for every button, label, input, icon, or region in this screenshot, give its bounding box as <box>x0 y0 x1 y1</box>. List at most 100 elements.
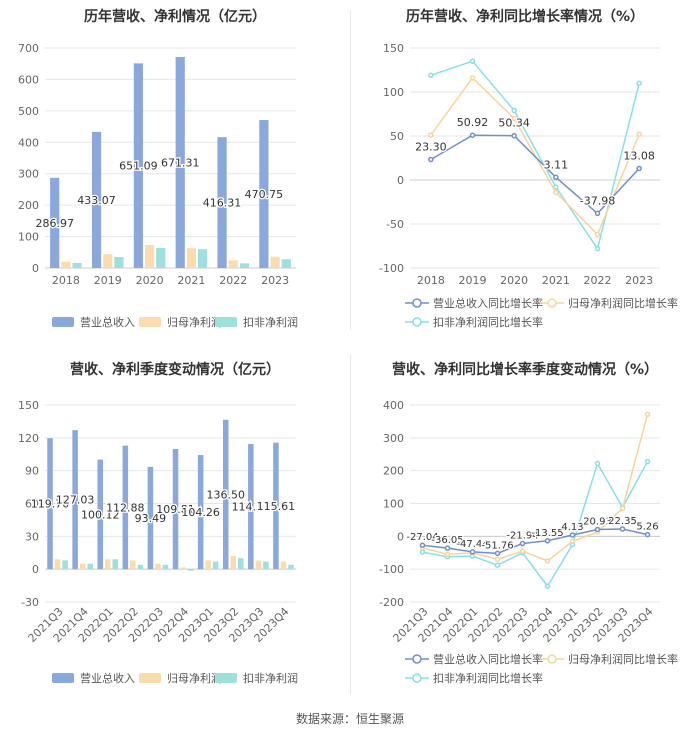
series-point-1 <box>644 411 651 417</box>
series-line-2 <box>430 60 640 251</box>
series-point-2 <box>511 107 517 114</box>
bar-deducted-profit <box>62 560 68 570</box>
legend-label: 归母净利润同比增长率 <box>568 652 678 666</box>
bar-revenue <box>172 448 179 570</box>
x-tick-label: 2021 <box>177 274 205 287</box>
legend-label: 营业总收入 <box>80 671 135 685</box>
x-tick-label: 2019 <box>459 274 487 287</box>
series-point-2 <box>494 562 501 568</box>
series-point-2 <box>428 72 434 79</box>
series-line-0 <box>430 134 640 215</box>
x-tick-label: 2019 <box>94 274 122 287</box>
data-label: -36.05 <box>431 535 463 546</box>
data-label: 112.88 <box>106 501 145 514</box>
legend-swatch <box>139 317 161 327</box>
annual-amount-title: 历年营收、净利情况（亿元） <box>84 9 266 25</box>
annual-amount-chart: 0 100 200 300 400 500 600 700 2018 2019 2020 2021 20… <box>18 42 298 329</box>
legend-swatch-point <box>412 654 422 664</box>
data-label: 416.31 <box>203 197 242 210</box>
y-tick-label: 100 <box>383 498 404 511</box>
series-point-1 <box>594 231 601 238</box>
annual-growth-title: 历年营收、净利同比增长率情况（%） <box>405 9 645 25</box>
y-tick-label: 30 <box>25 530 39 543</box>
bar-net-profit <box>103 254 113 268</box>
bar-deducted-profit <box>187 569 194 571</box>
bar-net-profit <box>54 559 61 570</box>
bar-net-profit <box>79 563 86 570</box>
bar-net-profit <box>104 559 111 570</box>
series-point-1 <box>519 548 526 554</box>
series-point-1 <box>444 551 451 558</box>
series-point-0 <box>569 532 576 538</box>
series-point-2 <box>419 549 426 555</box>
y-tick-label: 200 <box>383 465 404 478</box>
y-tick-label: 0 <box>32 563 39 576</box>
series-point-0 <box>494 550 501 557</box>
data-label: -27.04 <box>406 532 438 543</box>
series-point-0 <box>428 156 434 163</box>
series-point-2 <box>636 80 642 86</box>
data-label: -21.94 <box>506 531 538 542</box>
data-label: 13.08 <box>623 149 655 162</box>
series-point-0 <box>594 526 601 533</box>
y-tick-label: 700 <box>18 42 39 55</box>
legend-swatch-point <box>547 654 557 664</box>
series-point-2 <box>644 458 651 465</box>
bar-revenue <box>175 57 185 268</box>
bar-deducted-profit <box>238 558 244 570</box>
quarter-amount-panel: 营收、净利季度变动情况（亿元） -30 0 30 60 90 120 150 2021Q3 20… <box>0 345 350 705</box>
bar-net-profit <box>130 560 136 570</box>
bar-net-profit <box>228 260 238 268</box>
data-label: 470.75 <box>245 188 284 201</box>
series-point-1 <box>544 558 551 564</box>
x-tick-label: 2022 <box>219 274 247 287</box>
series-line-1 <box>430 76 640 236</box>
bar-deducted-profit <box>212 561 219 570</box>
series-point-0 <box>469 132 476 138</box>
data-label: 50.34 <box>498 117 530 130</box>
bar-revenue <box>222 419 229 570</box>
bar-revenue <box>273 442 279 570</box>
x-tick-label: 2023 <box>261 274 289 287</box>
data-label: 127.03 <box>56 494 95 507</box>
bar-deducted-profit <box>72 262 82 268</box>
quarter-amount-title: 营收、净利季度变动情况（亿元） <box>70 362 280 378</box>
data-label: 93.49 <box>135 512 167 525</box>
data-label: 50.92 <box>457 116 489 129</box>
legend-swatch <box>215 673 237 683</box>
x-tick-label: 2020 <box>500 274 528 287</box>
bar-deducted-profit <box>87 563 93 570</box>
series-point-2 <box>594 460 601 467</box>
y-tick-label: 100 <box>18 231 39 244</box>
x-tick-label: 2020 <box>136 274 164 287</box>
bar-net-profit <box>144 245 155 268</box>
y-tick-label: 60 <box>25 498 39 511</box>
legend-swatch <box>139 673 161 683</box>
data-label: 100.12 <box>81 508 120 521</box>
bar-revenue <box>217 137 227 268</box>
data-label: 136.50 <box>206 488 245 501</box>
legend-swatch-point <box>412 673 422 683</box>
data-label: 115.61 <box>257 500 296 513</box>
annual-growth-panel: 历年营收、净利同比增长率情况（%） -100 -50 0 50 100 150 2018 20… <box>350 0 700 345</box>
bar-revenue <box>122 445 129 570</box>
y-tick-label: 120 <box>18 432 39 445</box>
bar-deducted-profit <box>198 249 208 268</box>
legend-label: 扣非净利润 <box>243 315 298 329</box>
y-tick-label: -30 <box>21 596 39 609</box>
data-label: 286.97 <box>35 217 74 230</box>
bar-deducted-profit <box>263 561 269 570</box>
y-tick-label: -100 <box>379 262 404 275</box>
bar-revenue <box>72 430 78 570</box>
data-label: 23.30 <box>415 140 447 153</box>
data-label: 5.26 <box>636 522 658 533</box>
bar-revenue <box>248 444 254 570</box>
legend-label: 扣非净利润同比增长率 <box>433 671 543 685</box>
series-point-0 <box>594 210 601 217</box>
series-point-0 <box>444 545 451 551</box>
bar-revenue <box>91 131 102 268</box>
y-tick-label: 50 <box>390 130 404 143</box>
data-label: 114.31 <box>232 501 271 514</box>
y-tick-label: 400 <box>18 136 39 149</box>
legend-label: 扣非净利润同比增长率 <box>433 315 543 329</box>
